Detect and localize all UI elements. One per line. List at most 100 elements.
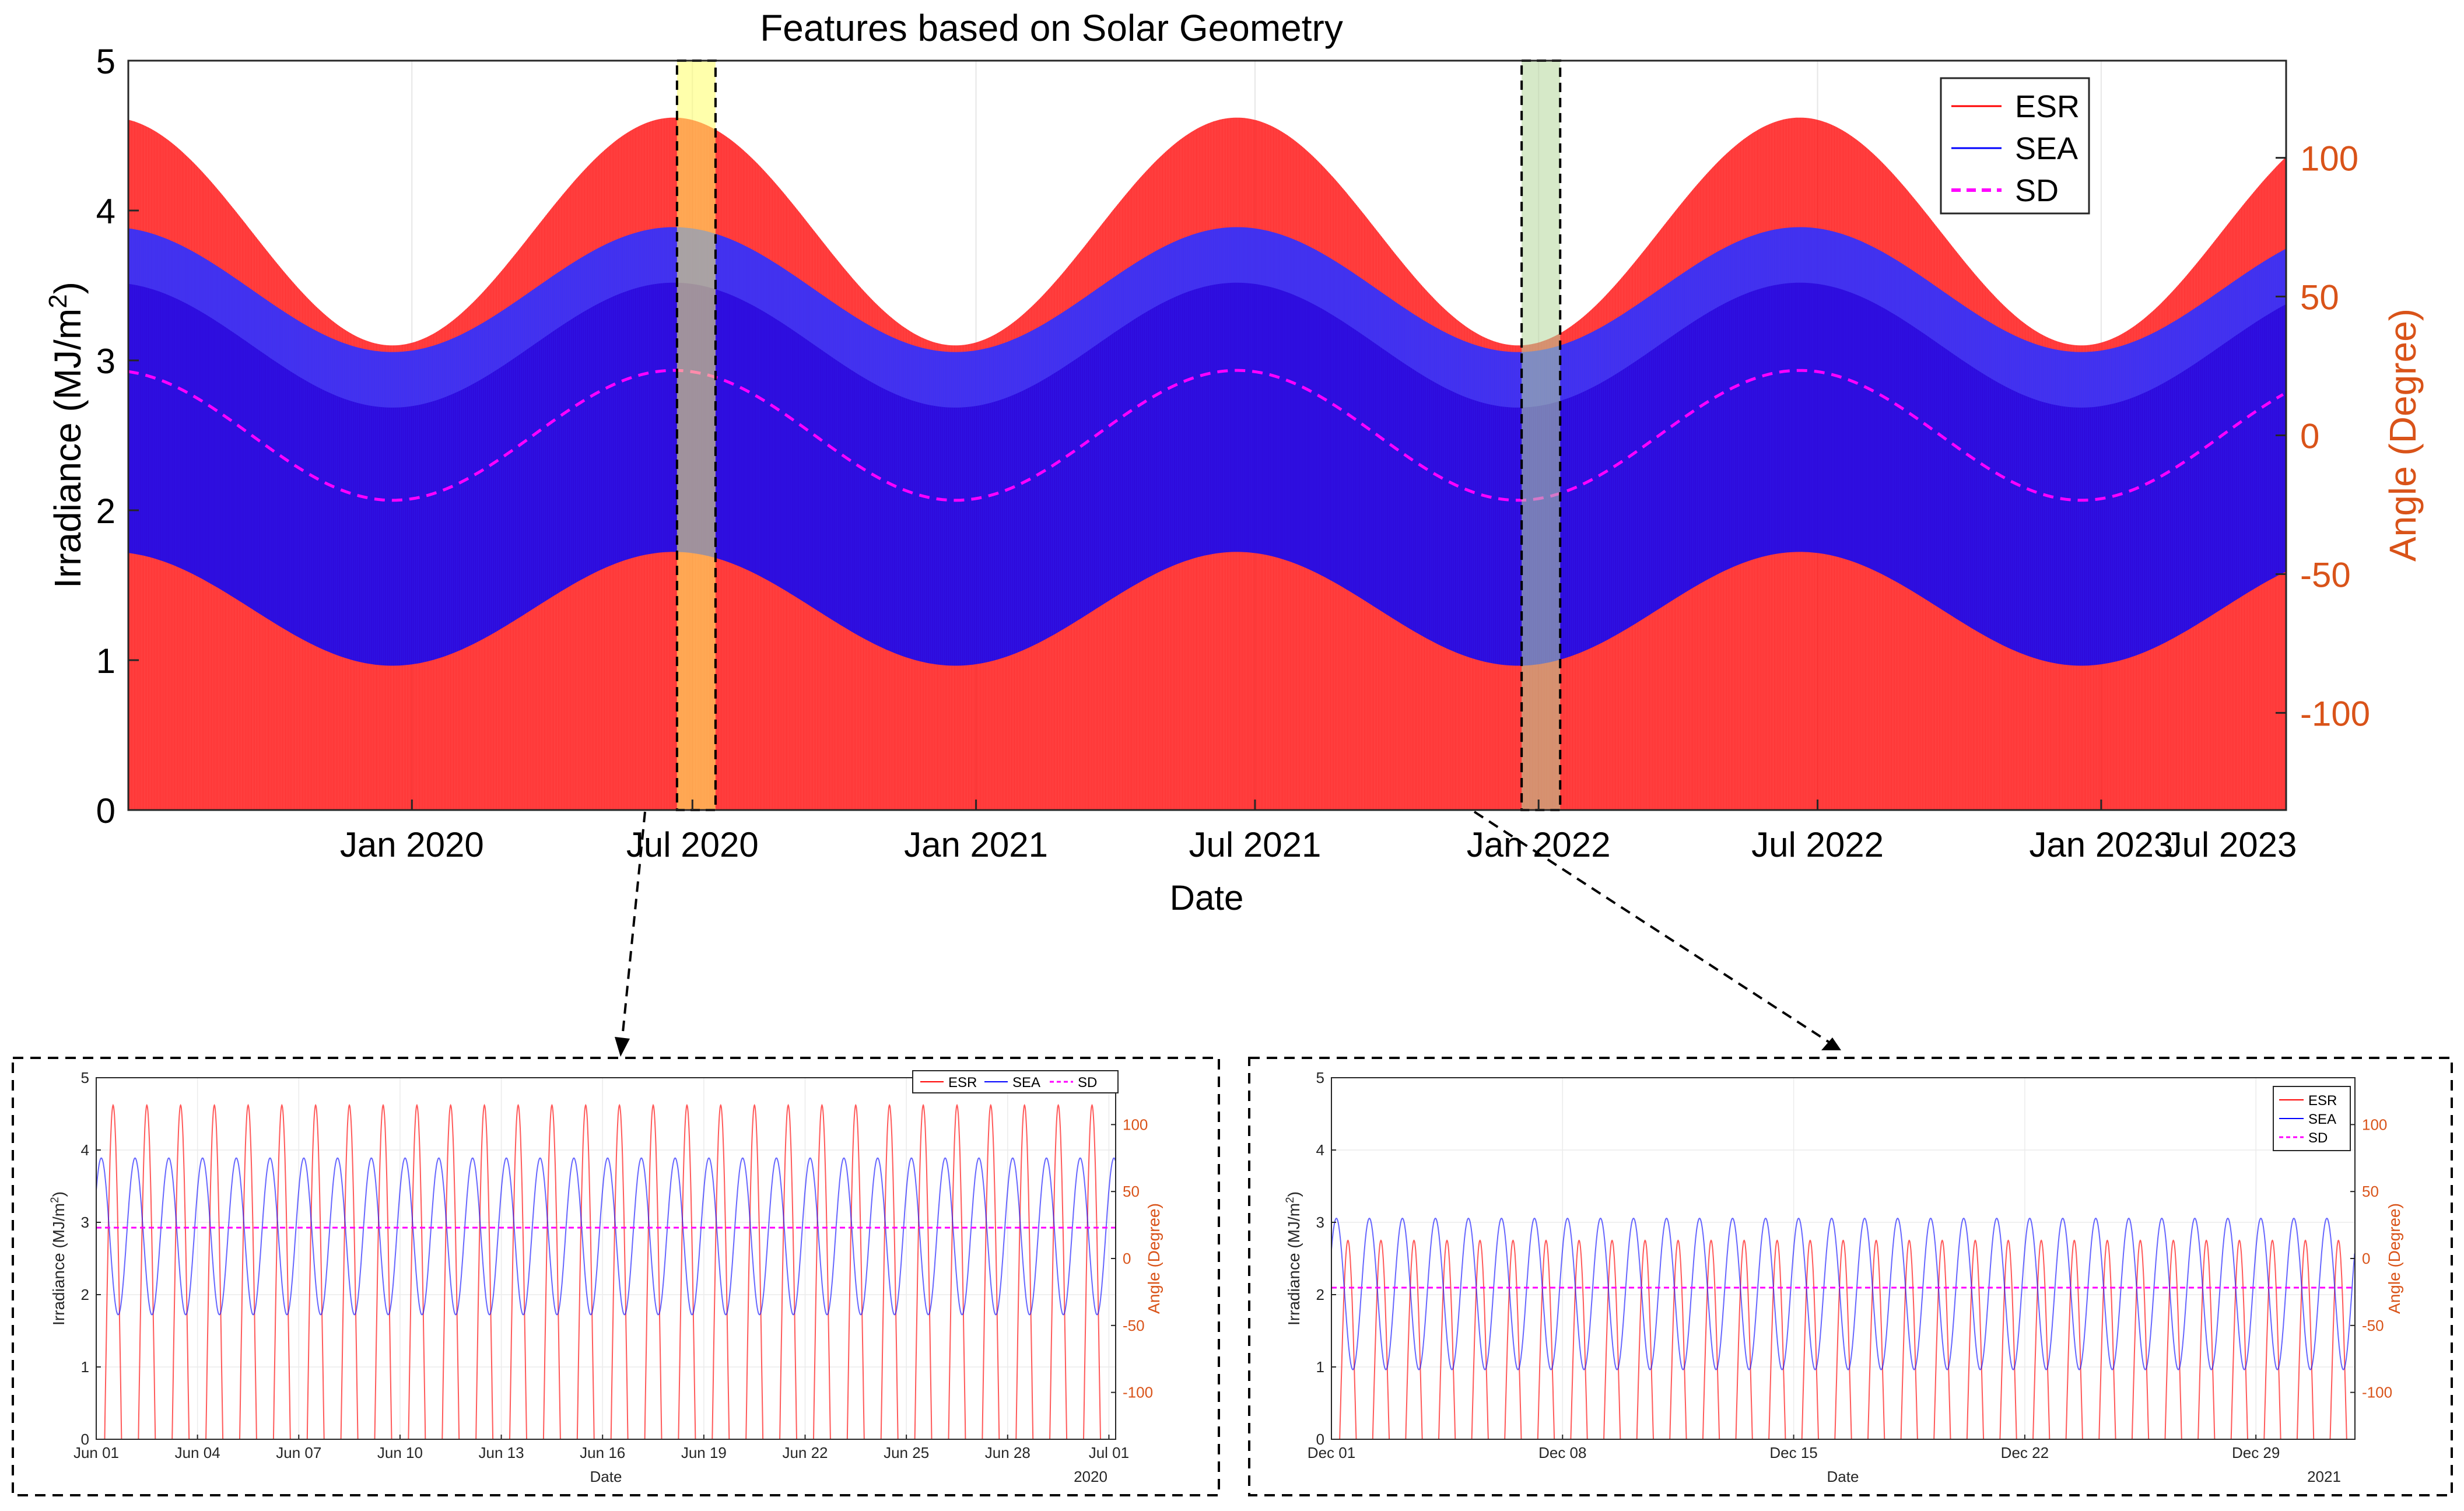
- winter-highlight-window[interactable]: [1520, 59, 1562, 811]
- june-legend-sea-label: SEA: [1012, 1075, 1040, 1091]
- june-y-tick-label: 4: [81, 1141, 89, 1159]
- june-year-label: 2020: [1074, 1468, 1107, 1485]
- main-y-tick-label: 3: [96, 342, 115, 381]
- dec-y2-tick-label: 50: [2362, 1183, 2379, 1200]
- june-panel-dashed-frame: [12, 1057, 1220, 1496]
- main-sea-series-light-edge: [128, 227, 2286, 408]
- main-chart: Features based on Solar Geometry 012345 …: [44, 7, 2424, 917]
- main-right-axis-ticks: -100 -50 0 50 100: [2276, 139, 2370, 733]
- december-right-axis-ticks: -100 -50 0 50 100: [2350, 1116, 2392, 1401]
- june-y-tick-label: 1: [81, 1358, 89, 1376]
- june-y2-tick-label: -100: [1123, 1384, 1153, 1401]
- june-x-tick-label: Jul 01: [1089, 1444, 1129, 1461]
- connector-arrowhead-december: [1821, 1037, 1841, 1050]
- june-y-axis-label: Irradiance (MJ/m2): [49, 1191, 68, 1326]
- main-x-tick-label: Jul 2022: [1751, 825, 1884, 864]
- legend-esr-label: ESR: [2015, 89, 2080, 124]
- june-x-tick-label: Jun 13: [479, 1444, 524, 1461]
- june-x-tick-label: Jun 28: [985, 1444, 1031, 1461]
- dec-y2-tick-label: -100: [2362, 1384, 2392, 1401]
- main-x-tick-label: Jul 2021: [1189, 825, 1321, 864]
- legend-sd-label: SD: [2015, 173, 2059, 208]
- december-x-axis-label: Date: [1827, 1468, 1859, 1485]
- main-x-tick-label: Jan 2023: [2029, 825, 2173, 864]
- december-year-label: 2021: [2307, 1468, 2341, 1485]
- dec-y2-tick-label: 100: [2362, 1116, 2387, 1133]
- june-legend-esr-label: ESR: [948, 1075, 977, 1091]
- zoom-connectors: [12, 811, 2453, 1496]
- june-sea-series-line: [96, 1157, 1116, 1316]
- summer-highlight-window[interactable]: [675, 59, 717, 811]
- june-x-tick-label: Jun 07: [276, 1444, 321, 1461]
- main-y-tick-label: 0: [96, 791, 115, 830]
- main-sd-series-line: [128, 369, 2284, 502]
- june-x-axis-label: Date: [590, 1468, 622, 1485]
- main-y-tick-label: 1: [96, 641, 115, 681]
- june-y-tick-label: 5: [81, 1069, 89, 1086]
- main-y-tick-label: 4: [96, 192, 115, 231]
- connector-arrow-june: [621, 811, 646, 1044]
- june-x-tick-label: Jun 25: [884, 1444, 929, 1461]
- dec-y-tick-label: 1: [1316, 1358, 1324, 1376]
- connector-arrow-december: [1473, 811, 1838, 1049]
- dec-y-tick-label: 4: [1316, 1141, 1324, 1159]
- main-y2-tick-label: 50: [2300, 278, 2339, 317]
- december-left-axis-ticks: 0 1 2 3 4 5: [1316, 1069, 1336, 1448]
- main-x-tick-label: Jan 2020: [340, 825, 484, 864]
- june-y2-axis-label: Angle (Degree): [1145, 1203, 1163, 1314]
- main-chart-title: Features based on Solar Geometry: [760, 7, 1343, 49]
- main-y2-tick-label: -50: [2300, 555, 2351, 594]
- june-x-axis-ticks: Jun 01 Jun 04 Jun 07 Jun 10 Jun 13 Jun 16 Jun …: [73, 1435, 1129, 1461]
- december-panel-dashed-frame: [1248, 1057, 2453, 1496]
- june-y-tick-label: 3: [81, 1214, 89, 1231]
- december-sea-series-line: [1331, 1217, 2356, 1370]
- main-plot-area: [127, 59, 2287, 811]
- main-y2-tick-label: -100: [2300, 694, 2370, 733]
- dec-x-tick-label: Dec 22: [2001, 1444, 2049, 1461]
- june-right-axis-ticks: -100 -50 0 50 100: [1111, 1116, 1153, 1401]
- main-sea-series-texture: [129, 227, 2286, 666]
- dec-y-tick-label: 2: [1316, 1286, 1324, 1303]
- dec-y-tick-label: 0: [1316, 1431, 1324, 1448]
- main-legend: ESR SEA SD: [1940, 77, 2090, 215]
- june-legend-box: [912, 1070, 1119, 1093]
- dec-y2-tick-label: 0: [2362, 1250, 2370, 1267]
- june-y-tick-label: 0: [81, 1431, 89, 1448]
- main-y2-axis-label: Angle (Degree): [2382, 308, 2424, 562]
- june-y2-tick-label: 0: [1123, 1250, 1131, 1267]
- dec-x-tick-label: Dec 29: [2232, 1444, 2280, 1461]
- main-y2-tick-label: 0: [2300, 417, 2319, 456]
- june-x-tick-label: Jun 04: [175, 1444, 220, 1461]
- main-sea-series-band: [128, 227, 2286, 666]
- june-x-tick-label: Jun 10: [377, 1444, 423, 1461]
- main-x-axis-ticks: Jan 2020 Jul 2020 Jan 2021 Jul 2021 Jan 2022…: [340, 800, 2297, 864]
- main-y-tick-label: 2: [96, 492, 115, 531]
- june-plot-background: [96, 1078, 1116, 1439]
- dec-y-tick-label: 5: [1316, 1069, 1324, 1086]
- december-plot-background: [1331, 1078, 2355, 1439]
- main-y-axis-label: Irradiance (MJ/m2): [44, 282, 89, 588]
- june-y2-tick-label: 50: [1123, 1183, 1140, 1200]
- main-left-axis-ticks: 0 1 2 3 4 5: [96, 42, 139, 830]
- dec-y-tick-label: 3: [1316, 1214, 1324, 1231]
- june-legend: ESR SEA SD: [912, 1070, 1119, 1093]
- june-y2-tick-label: -50: [1123, 1317, 1145, 1334]
- connector-arrowhead-june: [615, 1037, 630, 1057]
- main-x-tick-label: Jan 2022: [1467, 825, 1611, 864]
- june-x-tick-label: Jun 16: [580, 1444, 625, 1461]
- december-legend-sea-label: SEA: [2308, 1112, 2336, 1127]
- main-y-tick-label: 5: [96, 42, 115, 81]
- december-legend: ESR SEA SD: [2273, 1086, 2351, 1151]
- june-legend-sd-label: SD: [1078, 1075, 1097, 1091]
- december-x-axis-ticks: Dec 01 Dec 08 Dec 15 Dec 22 Dec 29: [1308, 1435, 2280, 1461]
- december-y2-axis-label: Angle (Degree): [2385, 1203, 2403, 1314]
- december-legend-esr-label: ESR: [2308, 1093, 2337, 1109]
- june-left-axis-ticks: 0 1 2 3 4 5: [81, 1069, 101, 1448]
- june-y-tick-label: 2: [81, 1286, 89, 1303]
- main-x-tick-label: Jan 2021: [904, 825, 1048, 864]
- main-x-axis-label: Date: [1170, 878, 1244, 917]
- legend-sea-label: SEA: [2015, 131, 2078, 166]
- dec-y2-tick-label: -50: [2362, 1317, 2384, 1334]
